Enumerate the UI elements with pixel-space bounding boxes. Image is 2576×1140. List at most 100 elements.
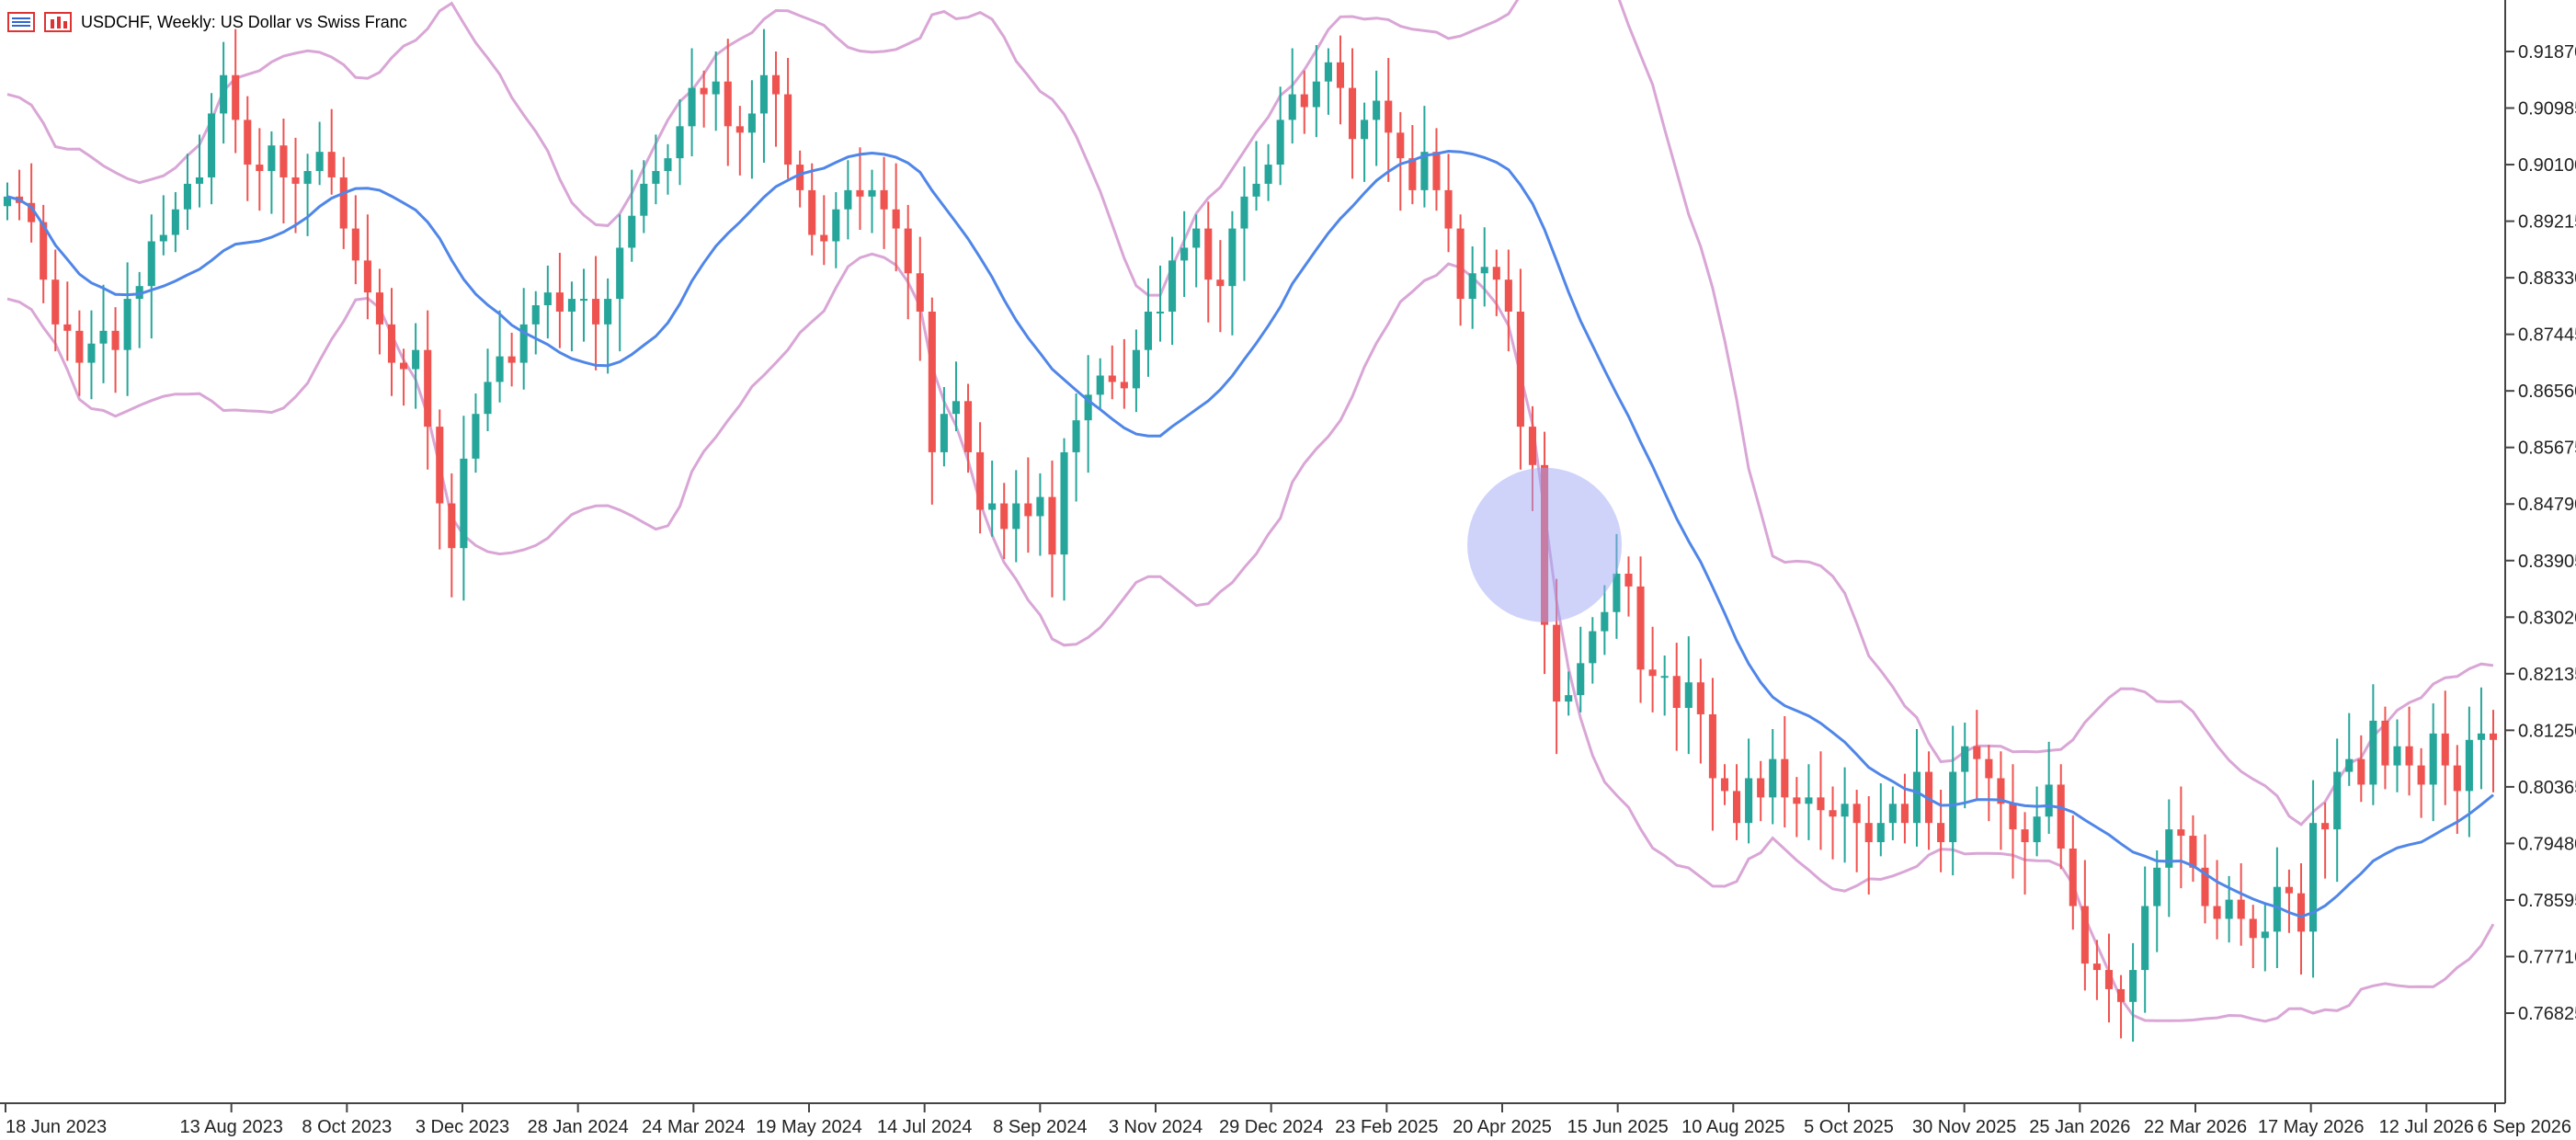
x-tick-label: 14 Jul 2024 (877, 1117, 972, 1137)
candle-body (1949, 771, 1957, 843)
candle-body (676, 126, 684, 159)
candle-body (1036, 496, 1044, 517)
x-tick-label: 22 Mar 2026 (2144, 1117, 2247, 1137)
candle-body (963, 401, 973, 452)
candle-body (375, 292, 383, 325)
candle-body (579, 299, 588, 302)
candle-body (2249, 918, 2257, 939)
candle-body (1613, 574, 1621, 612)
candle-body (1024, 503, 1032, 517)
candle-body (1696, 682, 1704, 714)
candle-body (436, 427, 444, 504)
candle-body (940, 414, 948, 452)
candle-body (2345, 758, 2354, 772)
candle-body (1444, 189, 1453, 229)
candle-body (2321, 823, 2330, 830)
candle-body (400, 362, 408, 370)
candle-body (724, 81, 732, 127)
candle-body (1468, 273, 1476, 300)
candle-body (1144, 311, 1153, 350)
candle-body (2009, 804, 2017, 830)
candle-body (208, 113, 216, 177)
x-tick-label: 24 Mar 2024 (642, 1117, 745, 1137)
candle-body (1985, 758, 1993, 779)
candle-body (604, 299, 612, 325)
candle-body (1720, 778, 1729, 792)
candle-body (40, 222, 48, 280)
candle-body (291, 177, 300, 184)
candle-body (2225, 899, 2233, 919)
candle-body (1180, 247, 1189, 261)
candle-body (1937, 823, 1945, 843)
candle-body (904, 228, 912, 274)
candle-body (664, 158, 672, 172)
candle-body (87, 343, 96, 363)
bar-chart-icon[interactable] (44, 11, 72, 33)
candle-body (2453, 765, 2461, 792)
candle-body (2381, 720, 2389, 766)
x-tick-label: 25 Jan 2026 (2029, 1117, 2130, 1137)
candle-body (75, 330, 84, 363)
x-tick-label: 13 Aug 2023 (179, 1117, 282, 1137)
x-tick-label: 8 Oct 2023 (302, 1117, 392, 1137)
candle-body (1492, 267, 1500, 280)
candle-body (2489, 733, 2498, 740)
candle-body (796, 165, 804, 190)
list-icon[interactable] (7, 11, 35, 33)
candle-body (1012, 503, 1020, 530)
candle-body (1745, 778, 1753, 824)
candle-body (1708, 713, 1716, 779)
candle-body (2417, 765, 2425, 785)
candle-body (496, 356, 504, 382)
candle-body (2213, 906, 2221, 919)
candle-body (892, 209, 900, 229)
candle-body (2357, 758, 2365, 785)
candle-body (555, 292, 564, 312)
candle-body (1876, 823, 1885, 843)
candle-body (412, 349, 420, 370)
candle-body (363, 260, 371, 293)
candle-body (700, 87, 708, 95)
y-tick-label: 0.89215 (2518, 212, 2576, 233)
candle-body (1361, 120, 1369, 140)
candle-body (1924, 771, 1933, 824)
candle-body (351, 228, 359, 261)
candle-body (1276, 120, 1284, 165)
candle-body (1192, 228, 1201, 248)
candle-body (2104, 970, 2114, 989)
candle-body (99, 330, 108, 344)
candle-body (1252, 183, 1260, 197)
candle-body (759, 74, 769, 114)
candle-body (3, 196, 12, 207)
x-tick-label: 10 Aug 2025 (1681, 1117, 1784, 1137)
candle-body (2129, 970, 2137, 1002)
x-tick-label: 12 Jul 2026 (2379, 1117, 2474, 1137)
candle-body (868, 189, 876, 197)
candle-body (1829, 810, 1837, 817)
candle-body (1601, 611, 1609, 632)
candle-body (123, 299, 131, 350)
candle-body (1973, 746, 1981, 759)
candle-body (1841, 804, 1849, 817)
candle-body (472, 414, 480, 459)
candle-body (2309, 823, 2318, 932)
candle-body (159, 234, 167, 242)
candle-body (460, 458, 468, 549)
y-tick-label: 0.90985 (2518, 99, 2576, 120)
candle-body (1504, 279, 1512, 312)
candle-body (832, 209, 840, 242)
candle-body (147, 241, 155, 287)
candle-body (976, 451, 985, 510)
candle-body (1852, 804, 1861, 824)
y-tick-label: 0.83905 (2518, 552, 2576, 572)
lower-band-line (6, 252, 2495, 1023)
candle-body (2441, 733, 2449, 766)
candle-body (507, 356, 516, 363)
candle-body (640, 183, 648, 216)
